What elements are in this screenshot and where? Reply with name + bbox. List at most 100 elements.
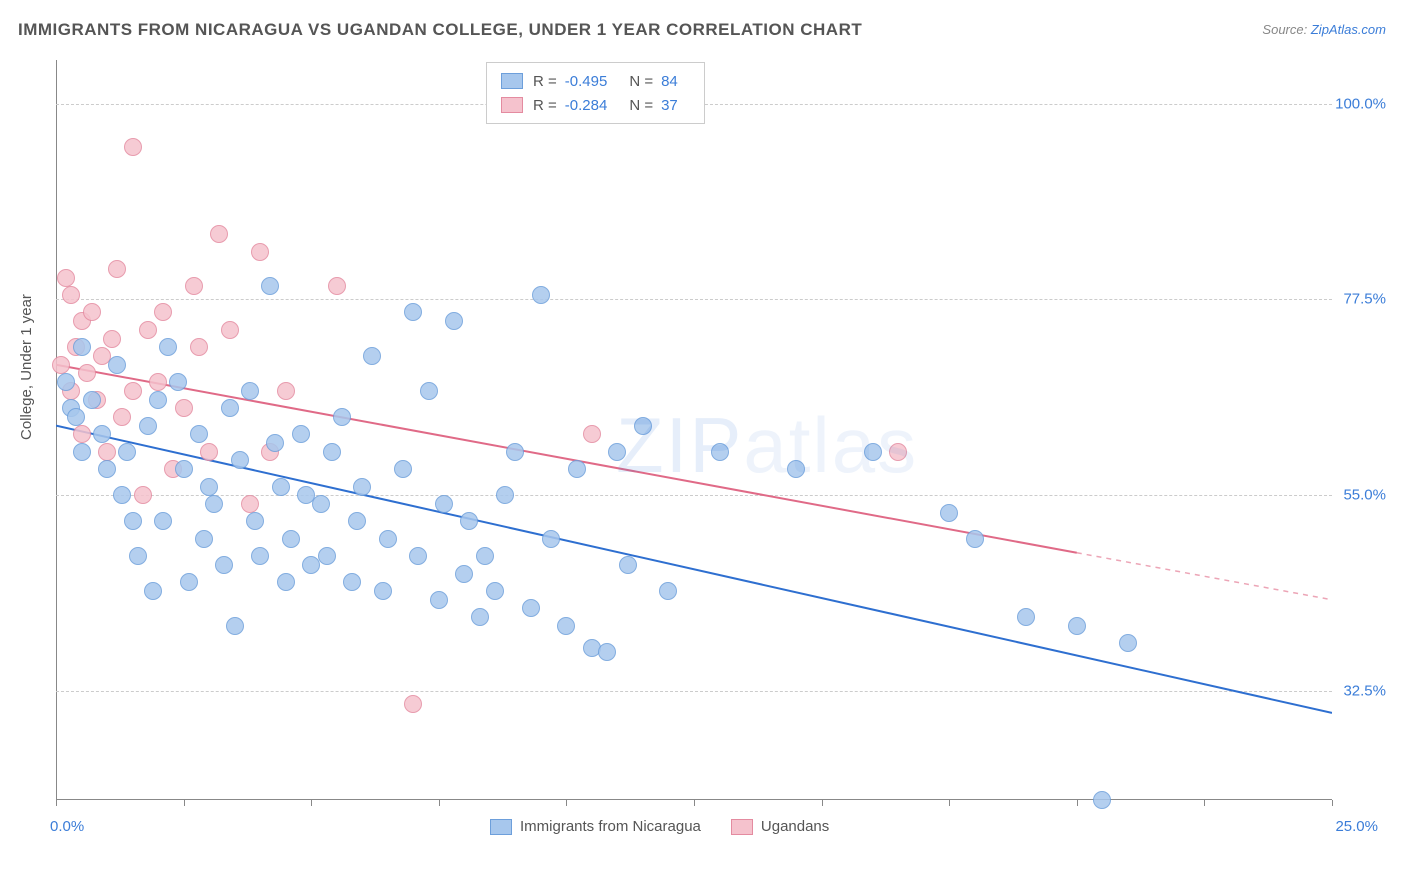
regression-nicaragua	[56, 426, 1332, 713]
x-tick	[56, 800, 57, 806]
n-value: 84	[661, 73, 678, 90]
point-nicaragua	[200, 478, 218, 496]
series-legend: Immigrants from Nicaragua Ugandans	[490, 818, 829, 835]
point-nicaragua	[343, 573, 361, 591]
point-nicaragua	[292, 425, 310, 443]
point-ugandans	[889, 443, 907, 461]
x-tick	[566, 800, 567, 806]
point-nicaragua	[374, 582, 392, 600]
point-ugandans	[175, 399, 193, 417]
point-nicaragua	[455, 565, 473, 583]
source-link[interactable]: ZipAtlas.com	[1311, 22, 1386, 37]
y-tick-label: 55.0%	[1343, 487, 1386, 504]
legend-label-ugandans: Ugandans	[761, 818, 829, 835]
swatch-nicaragua	[490, 819, 512, 835]
regression-lines	[56, 60, 1332, 800]
point-nicaragua	[108, 356, 126, 374]
point-nicaragua	[363, 347, 381, 365]
swatch-ugandans	[731, 819, 753, 835]
point-nicaragua	[282, 530, 300, 548]
point-nicaragua	[496, 486, 514, 504]
regression-ugandans-extrapolated	[1077, 553, 1332, 600]
point-nicaragua	[634, 417, 652, 435]
source-attribution: Source: ZipAtlas.com	[1262, 22, 1386, 37]
point-nicaragua	[864, 443, 882, 461]
point-nicaragua	[67, 408, 85, 426]
point-nicaragua	[1093, 791, 1111, 809]
point-ugandans	[52, 356, 70, 374]
point-nicaragua	[318, 547, 336, 565]
y-axis-label: College, Under 1 year	[18, 294, 35, 440]
point-nicaragua	[73, 443, 91, 461]
point-nicaragua	[430, 591, 448, 609]
source-label: Source:	[1262, 22, 1307, 37]
y-tick-label: 32.5%	[1343, 683, 1386, 700]
point-nicaragua	[506, 443, 524, 461]
point-ugandans	[210, 225, 228, 243]
point-nicaragua	[169, 373, 187, 391]
point-nicaragua	[940, 504, 958, 522]
point-nicaragua	[129, 547, 147, 565]
point-nicaragua	[261, 277, 279, 295]
point-ugandans	[185, 277, 203, 295]
point-nicaragua	[98, 460, 116, 478]
point-nicaragua	[73, 338, 91, 356]
r-value: -0.284	[565, 97, 608, 114]
point-nicaragua	[154, 512, 172, 530]
point-nicaragua	[246, 512, 264, 530]
point-nicaragua	[118, 443, 136, 461]
point-nicaragua	[486, 582, 504, 600]
point-ugandans	[139, 321, 157, 339]
legend-item-ugandans: Ugandans	[731, 818, 829, 835]
point-nicaragua	[568, 460, 586, 478]
point-nicaragua	[353, 478, 371, 496]
point-nicaragua	[1068, 617, 1086, 635]
chart-area: ZIPatlas R =-0.495N =84R =-0.284N =37	[56, 60, 1332, 800]
x-tick	[1077, 800, 1078, 806]
point-nicaragua	[312, 495, 330, 513]
point-nicaragua	[1119, 634, 1137, 652]
point-nicaragua	[659, 582, 677, 600]
r-label: R =	[533, 97, 557, 114]
point-ugandans	[328, 277, 346, 295]
correlation-legend: R =-0.495N =84R =-0.284N =37	[486, 62, 705, 124]
point-nicaragua	[598, 643, 616, 661]
scatter-plot	[56, 60, 1332, 800]
point-nicaragua	[404, 303, 422, 321]
legend-row-ugandans: R =-0.284N =37	[501, 93, 690, 117]
point-nicaragua	[348, 512, 366, 530]
point-nicaragua	[445, 312, 463, 330]
point-ugandans	[221, 321, 239, 339]
point-ugandans	[583, 425, 601, 443]
x-tick	[1204, 800, 1205, 806]
point-ugandans	[98, 443, 116, 461]
point-ugandans	[404, 695, 422, 713]
r-value: -0.495	[565, 73, 608, 90]
chart-title: IMMIGRANTS FROM NICARAGUA VS UGANDAN COL…	[18, 20, 862, 40]
point-ugandans	[190, 338, 208, 356]
point-nicaragua	[966, 530, 984, 548]
point-nicaragua	[711, 443, 729, 461]
gridline	[56, 691, 1332, 692]
x-tick	[1332, 800, 1333, 806]
r-label: R =	[533, 73, 557, 90]
legend-item-nicaragua: Immigrants from Nicaragua	[490, 818, 701, 835]
point-ugandans	[78, 364, 96, 382]
y-tick-label: 100.0%	[1335, 95, 1386, 112]
point-nicaragua	[1017, 608, 1035, 626]
point-nicaragua	[205, 495, 223, 513]
point-ugandans	[124, 138, 142, 156]
point-ugandans	[62, 286, 80, 304]
gridline	[56, 299, 1332, 300]
point-nicaragua	[522, 599, 540, 617]
point-ugandans	[241, 495, 259, 513]
n-value: 37	[661, 97, 678, 114]
point-nicaragua	[57, 373, 75, 391]
point-nicaragua	[272, 478, 290, 496]
point-nicaragua	[333, 408, 351, 426]
y-axis	[56, 60, 57, 800]
point-nicaragua	[93, 425, 111, 443]
x-tick	[949, 800, 950, 806]
point-nicaragua	[460, 512, 478, 530]
legend-label-nicaragua: Immigrants from Nicaragua	[520, 818, 701, 835]
